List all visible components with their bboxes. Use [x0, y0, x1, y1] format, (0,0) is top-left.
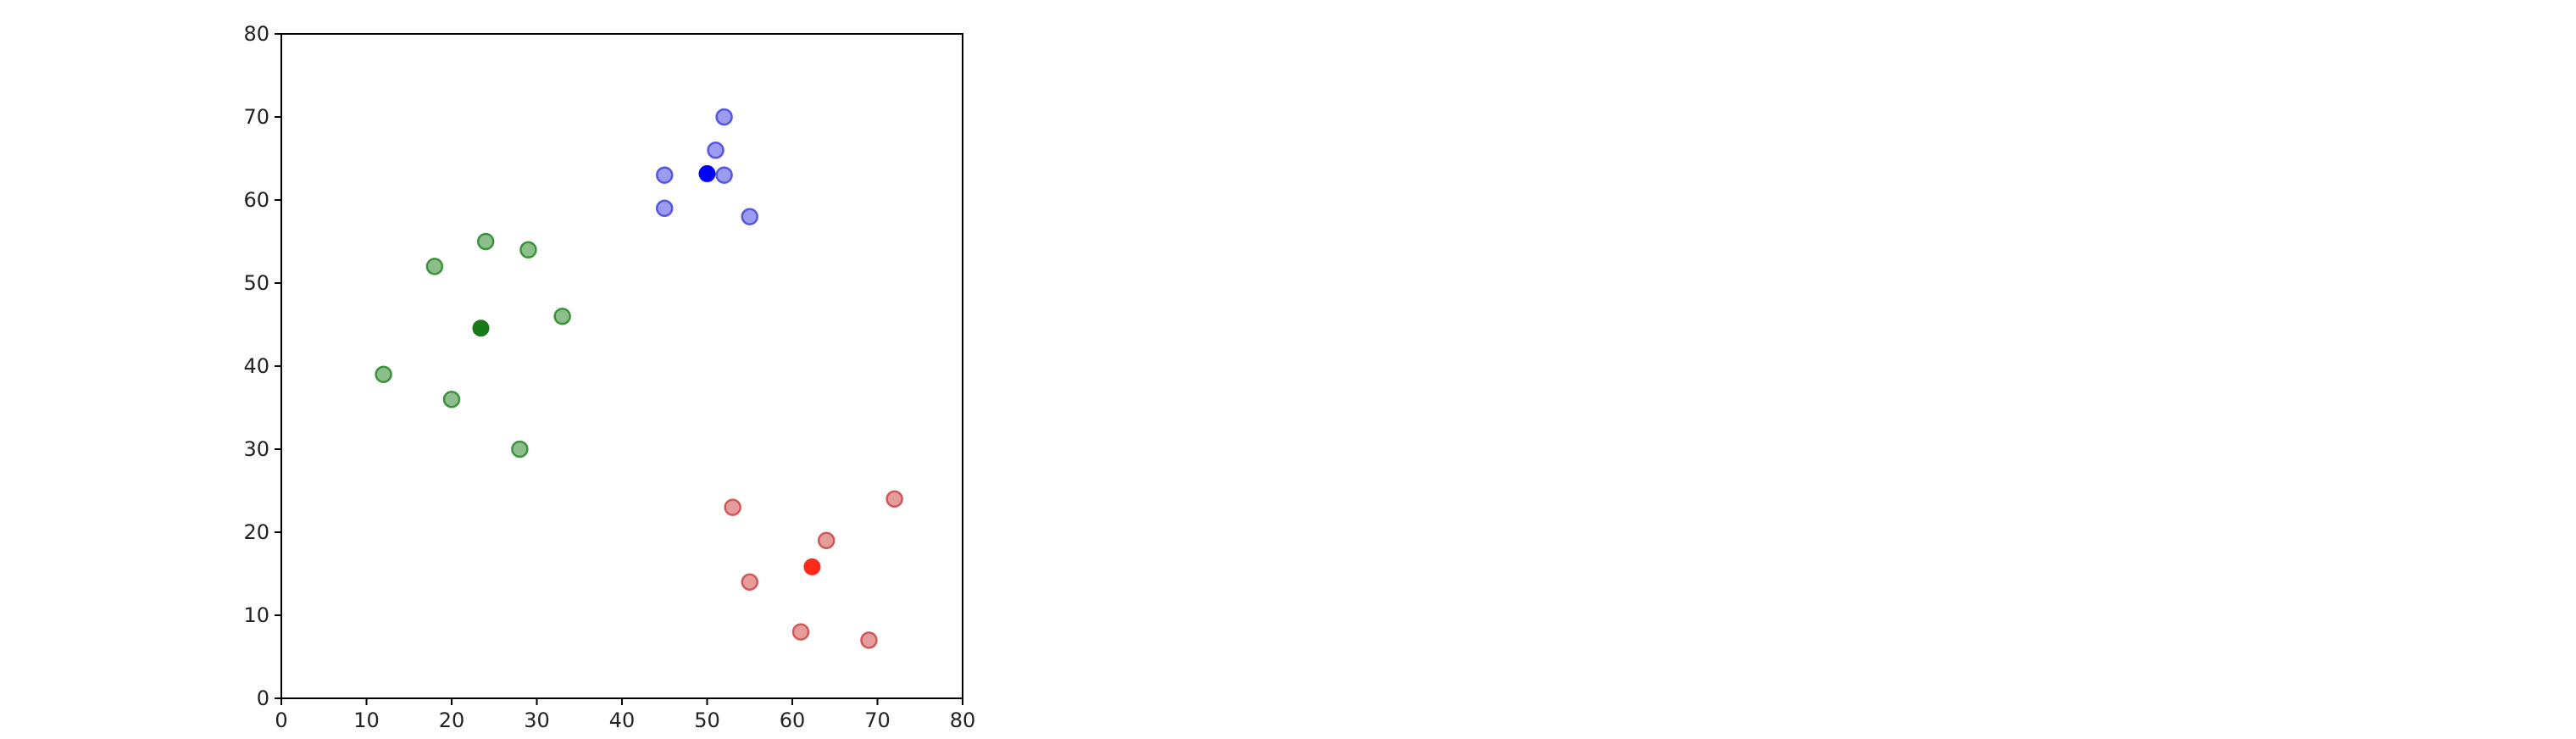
- x-tick-label: 20: [439, 708, 465, 732]
- data-point-cluster-red: [791, 623, 810, 641]
- data-point-cluster-green: [519, 241, 537, 259]
- data-point-cluster-blue: [741, 208, 758, 225]
- centroid-cluster-red: [803, 558, 821, 575]
- x-tick-label: 80: [950, 708, 976, 732]
- y-tick-label: 60: [243, 188, 269, 212]
- y-tick-label: 50: [243, 271, 269, 295]
- data-point-cluster-blue: [656, 166, 674, 184]
- y-tick-label: 0: [257, 686, 269, 710]
- x-tick-label: 40: [609, 708, 636, 732]
- x-tick-label: 0: [275, 708, 287, 732]
- y-tick-label: 80: [243, 22, 269, 46]
- y-tick-label: 70: [243, 105, 269, 129]
- data-point-cluster-blue: [715, 166, 733, 184]
- data-point-cluster-red: [741, 573, 758, 592]
- data-point-cluster-green: [425, 258, 444, 275]
- data-point-cluster-red: [886, 490, 903, 508]
- data-point-cluster-green: [553, 307, 571, 325]
- centroid-cluster-green: [472, 319, 490, 337]
- x-tick-label: 30: [524, 708, 550, 732]
- centroid-cluster-blue: [698, 164, 716, 182]
- y-tick-label: 30: [243, 437, 269, 461]
- y-tick-label: 40: [243, 354, 269, 378]
- data-point-cluster-blue: [707, 141, 724, 159]
- x-tick-label: 60: [780, 708, 806, 732]
- data-point-cluster-green: [511, 440, 529, 458]
- x-tick-label: 50: [694, 708, 720, 732]
- data-point-cluster-green: [442, 390, 461, 408]
- data-points: [375, 108, 903, 649]
- data-point-cluster-red: [817, 531, 836, 550]
- y-tick-label: 20: [243, 520, 269, 544]
- data-point-cluster-green: [375, 365, 392, 384]
- y-tick-label: 10: [243, 603, 269, 627]
- x-tick-label: 10: [353, 708, 380, 732]
- data-point-cluster-green: [476, 232, 495, 251]
- data-point-cluster-blue: [656, 199, 674, 218]
- data-point-cluster-red: [724, 498, 741, 516]
- x-axis-ticks: 0 10 20 30 40 50 60 70 80: [275, 698, 975, 732]
- x-tick-label: 70: [864, 708, 891, 732]
- data-point-cluster-blue: [715, 108, 733, 126]
- plot-frame: [280, 33, 963, 699]
- y-axis-ticks: 0 10 20 30 40 50 60 70 80: [243, 22, 281, 710]
- data-point-cluster-red: [860, 631, 878, 649]
